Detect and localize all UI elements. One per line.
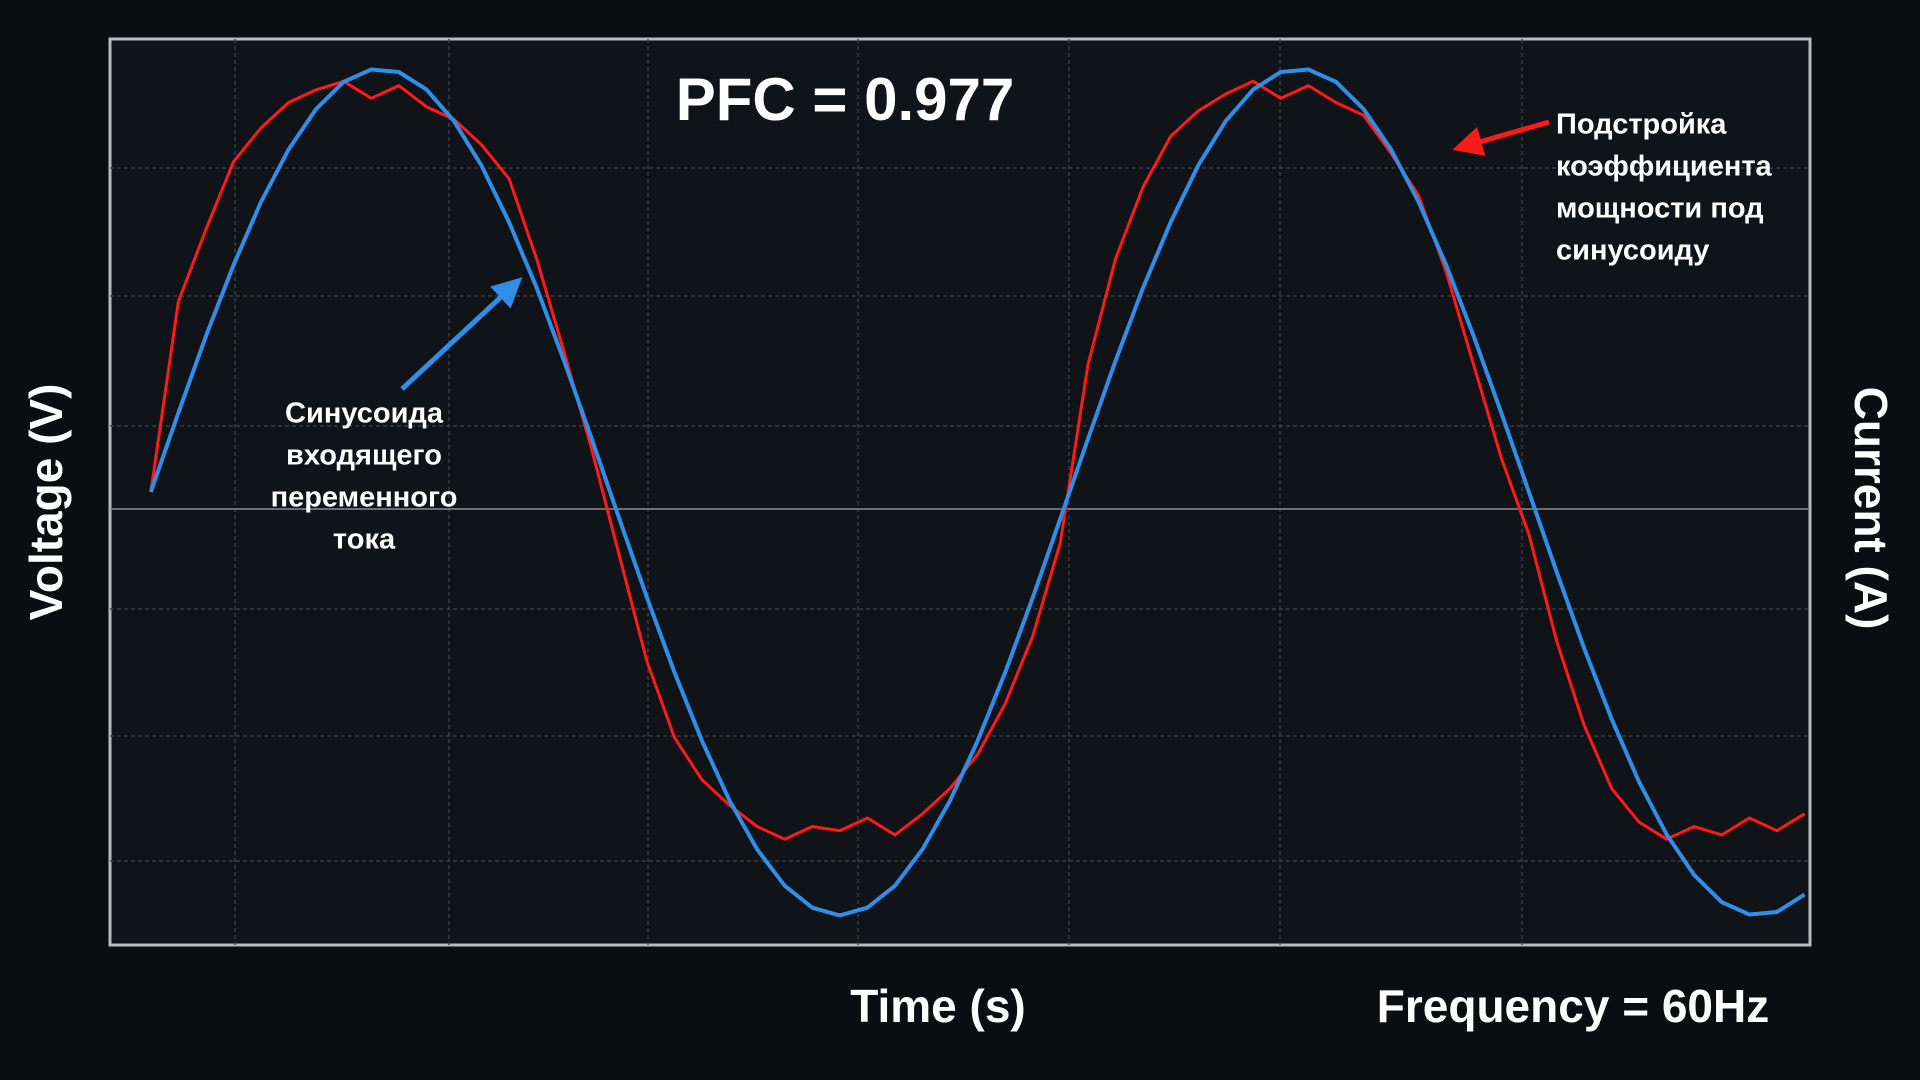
annotation-text: коэффициента (1556, 151, 1773, 183)
frequency-label: Frequency = 60Hz (1377, 980, 1769, 1032)
annotation-text: Подстройка (1556, 109, 1727, 141)
annotation-text: синусоиду (1556, 235, 1709, 267)
annotation-text: входящего (286, 440, 442, 472)
series-line (149, 79, 1806, 841)
series-line (148, 67, 1806, 918)
y2-axis-label: Current (A) (1845, 387, 1897, 630)
grid (110, 39, 1810, 945)
x-axis-label: Time (s) (850, 980, 1026, 1032)
annotation-text: переменного (271, 482, 458, 514)
annotation-text: Синусоида (285, 398, 444, 430)
annotation-arrow (400, 277, 523, 391)
annotation-arrow (1452, 119, 1550, 156)
annotations: Синусоида входящего переменного тока Подстро… (271, 109, 1773, 556)
annotation-text: тока (333, 524, 396, 556)
y-axis-label: Voltage (V) (20, 384, 72, 621)
annotation-text: мощности под (1556, 193, 1764, 225)
plot-frame (108, 37, 1812, 947)
series-group (148, 67, 1806, 918)
chart-title: PFC = 0.977 (676, 66, 1015, 133)
